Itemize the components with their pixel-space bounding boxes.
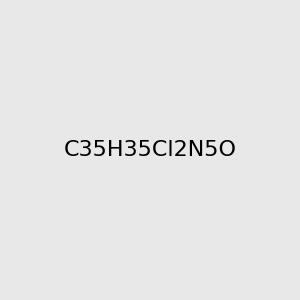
Text: C35H35Cl2N5O: C35H35Cl2N5O xyxy=(64,140,236,160)
